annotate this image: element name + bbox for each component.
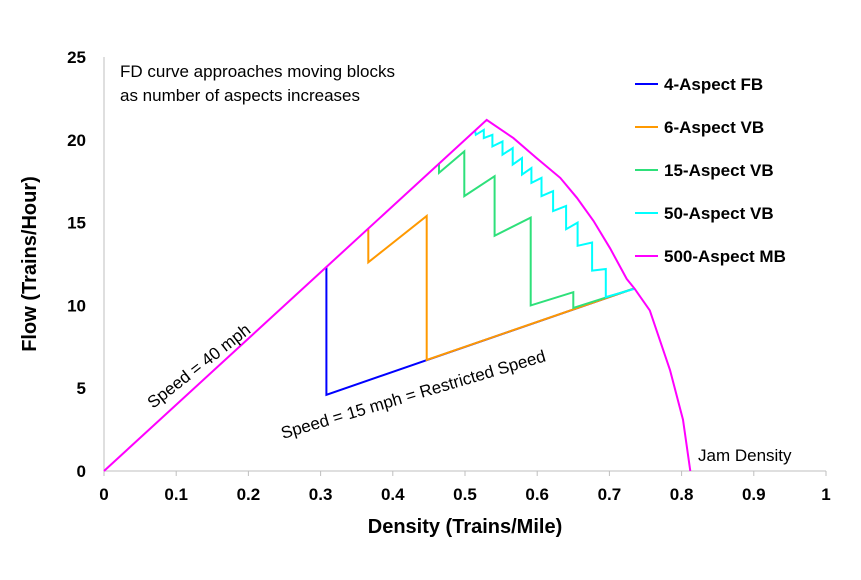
y-tick-label: 0 — [77, 462, 86, 481]
y-tick-label: 10 — [67, 296, 86, 315]
series-line-500-aspect-mb — [103, 118, 692, 472]
x-tick-label: 0.3 — [309, 485, 333, 504]
legend: 4-Aspect FB 6-Aspect VB 15-Aspect VB 50-Asp… — [635, 75, 786, 266]
annotation-note-line2: as number of aspects increases — [120, 86, 360, 105]
x-tick-label: 0.4 — [381, 485, 405, 504]
series-line-50-aspect-vb — [474, 128, 635, 299]
x-tick-label: 0.8 — [670, 485, 694, 504]
x-tick-label: 0 — [99, 485, 108, 504]
y-axis-title: Flow (Trains/Hour) — [19, 176, 41, 352]
legend-label: 15-Aspect VB — [664, 161, 774, 180]
series-line-15-aspect-vb — [438, 149, 634, 310]
y-tick-label: 5 — [77, 379, 86, 398]
x-tick-label: 0.6 — [525, 485, 549, 504]
x-tick-label: 0.7 — [598, 485, 622, 504]
legend-label: 4-Aspect FB — [664, 75, 763, 94]
series-line-6-aspect-vb — [367, 213, 634, 362]
annotation-note-line1: FD curve approaches moving blocks — [120, 62, 395, 81]
annotation-speed-40: Speed = 40 mph — [144, 320, 254, 412]
y-tick-label: 25 — [67, 48, 86, 67]
x-tick-label: 0.1 — [164, 485, 188, 504]
y-tick-label: 15 — [67, 214, 86, 233]
x-tick-label: 0.5 — [453, 485, 477, 504]
y-tick-label: 20 — [67, 131, 86, 150]
legend-label: 6-Aspect VB — [664, 118, 764, 137]
legend-label: 50-Aspect VB — [664, 204, 774, 223]
x-tick-label: 0.2 — [237, 485, 261, 504]
annotation-jam-density: Jam Density — [698, 446, 792, 465]
legend-label: 500-Aspect MB — [664, 247, 786, 266]
x-tick-label: 0.9 — [742, 485, 766, 504]
x-axis-title: Density (Trains/Mile) — [368, 516, 563, 538]
x-tick-label: 1 — [821, 485, 830, 504]
annotation-speed-15: Speed = 15 mph = Restricted Speed — [279, 347, 548, 443]
